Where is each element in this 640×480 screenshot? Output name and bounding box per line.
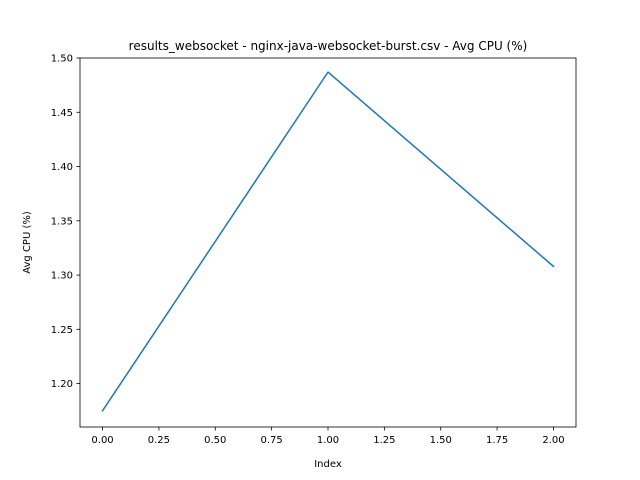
x-tick-label: 0.50 [204, 435, 226, 446]
y-tick-label: 1.30 [51, 271, 73, 282]
x-tick-label: 1.25 [373, 435, 395, 446]
x-tick-label: 1.75 [486, 435, 508, 446]
x-tick-label: 1.50 [430, 435, 452, 446]
x-tick-label: 0.00 [91, 435, 113, 446]
x-tick-label: 0.75 [261, 435, 283, 446]
y-tick-label: 1.20 [51, 379, 73, 390]
x-axis-label: Index [314, 459, 342, 470]
x-tick-label: 1.00 [317, 435, 339, 446]
series-line [101, 71, 555, 412]
y-axis-label: Avg CPU (%) [22, 211, 33, 274]
y-tick-label: 1.50 [51, 54, 73, 65]
chart-title: results_websocket - nginx-java-websocket… [129, 39, 528, 53]
y-tick-label: 1.35 [51, 216, 73, 227]
x-tick-label: 0.25 [148, 435, 170, 446]
y-tick-label: 1.45 [51, 108, 73, 119]
x-tick-label: 2.00 [542, 435, 564, 446]
y-tick-label: 1.25 [51, 325, 73, 336]
y-tick-label: 1.40 [51, 162, 73, 173]
plot-frame [79, 57, 577, 428]
